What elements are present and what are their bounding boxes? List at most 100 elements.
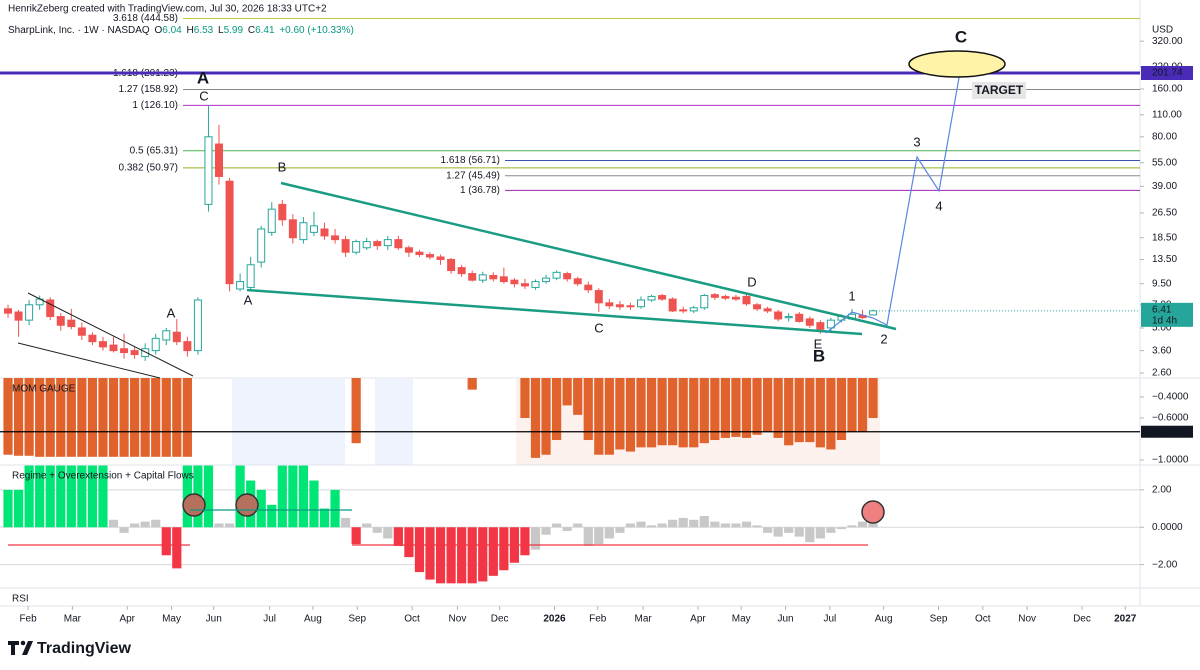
fib-label: 1 (36.78) bbox=[460, 185, 500, 196]
candle-body bbox=[721, 295, 730, 299]
histogram-bar bbox=[351, 527, 361, 545]
candle-body bbox=[531, 281, 540, 288]
histogram-bar bbox=[699, 378, 709, 444]
fib-label: 1.618 (56.71) bbox=[441, 155, 501, 166]
wave-projection bbox=[825, 71, 961, 334]
candle-body bbox=[215, 143, 224, 177]
candle-body bbox=[816, 322, 825, 330]
histogram-bar bbox=[668, 378, 678, 446]
candle-body bbox=[700, 295, 709, 309]
x-tick-label: 2027 bbox=[1114, 614, 1137, 625]
histogram-bar bbox=[499, 527, 509, 571]
histogram-bar bbox=[277, 465, 287, 528]
histogram-bar bbox=[826, 378, 836, 450]
candle-body bbox=[647, 295, 656, 301]
histogram-bar bbox=[710, 378, 720, 441]
marks-layer bbox=[3, 105, 878, 584]
histogram-bar bbox=[646, 378, 657, 448]
histogram-bar bbox=[731, 378, 741, 437]
candle-body bbox=[731, 296, 740, 300]
candle-body bbox=[341, 239, 350, 253]
candle-body bbox=[489, 275, 498, 280]
x-tick-label: Feb bbox=[589, 614, 607, 625]
histogram-bar bbox=[868, 378, 878, 418]
x-tick-label: Aug bbox=[304, 614, 322, 625]
histogram-bar bbox=[414, 527, 425, 573]
target-box bbox=[972, 82, 1026, 99]
histogram-bar bbox=[530, 527, 541, 550]
wave-label: 3 bbox=[913, 134, 920, 149]
candle-body bbox=[763, 308, 772, 312]
histogram-bar bbox=[172, 378, 182, 457]
candle-body bbox=[426, 254, 435, 258]
wave-label: E bbox=[814, 336, 823, 351]
ohlc-key: C bbox=[248, 25, 255, 36]
histogram-bar bbox=[24, 465, 34, 528]
histogram-bar bbox=[815, 527, 825, 539]
histogram-bar bbox=[467, 378, 477, 390]
candle-body bbox=[267, 208, 276, 233]
candle-body bbox=[331, 235, 340, 241]
x-tick-label: Sep bbox=[348, 614, 366, 625]
brand-logo bbox=[20, 640, 26, 646]
histogram-bar bbox=[56, 378, 66, 457]
y-tick-label: 160.00 bbox=[1152, 84, 1183, 95]
histogram-bar bbox=[562, 378, 572, 406]
histogram-bar bbox=[836, 378, 847, 441]
histogram-bar bbox=[203, 465, 214, 528]
histogram-bar bbox=[108, 378, 119, 457]
histogram-bar bbox=[615, 378, 625, 450]
candle-body bbox=[236, 281, 245, 290]
histogram-bar bbox=[805, 527, 815, 543]
histogram-bar bbox=[151, 519, 161, 528]
candle-body bbox=[288, 219, 297, 239]
histogram-bar bbox=[720, 378, 730, 438]
histogram-bar bbox=[847, 525, 857, 528]
y-tick-label: 13.50 bbox=[1152, 254, 1177, 265]
histogram-bar bbox=[45, 378, 55, 457]
histogram-bar bbox=[35, 378, 45, 457]
histogram-bar bbox=[467, 527, 477, 584]
histogram-bar bbox=[3, 378, 13, 455]
x-tick-label: May bbox=[732, 614, 751, 625]
candle-body bbox=[98, 341, 107, 348]
brand-logo bbox=[8, 641, 33, 655]
histogram-bar bbox=[45, 465, 55, 528]
histogram-bar bbox=[56, 465, 66, 528]
candle-body bbox=[56, 316, 65, 326]
histogram-bar bbox=[583, 527, 593, 546]
candle-body bbox=[742, 295, 751, 305]
candle-body bbox=[774, 311, 783, 320]
histogram-bar bbox=[689, 378, 699, 448]
histogram-bar bbox=[478, 527, 488, 582]
shade bbox=[375, 379, 413, 465]
histogram-bar bbox=[594, 527, 604, 545]
x-tick-label: Jun bbox=[206, 614, 222, 625]
histogram-bar bbox=[404, 527, 414, 558]
candle-body bbox=[204, 136, 213, 205]
last-price-tag bbox=[1141, 302, 1193, 327]
histogram-bar bbox=[520, 378, 530, 418]
wave-label: B bbox=[813, 346, 825, 365]
wave-label: 1 bbox=[848, 288, 855, 303]
histogram-bar bbox=[836, 527, 847, 530]
candle-body bbox=[805, 318, 814, 326]
trendline bbox=[17, 342, 161, 379]
histogram-bar bbox=[573, 523, 583, 528]
y-tick-label: 2.60 bbox=[1152, 368, 1172, 379]
histogram-bar bbox=[689, 519, 699, 528]
shade bbox=[232, 379, 345, 465]
x-tick-label: 2026 bbox=[543, 614, 566, 625]
candle-body bbox=[225, 180, 234, 285]
histogram-bar bbox=[773, 527, 783, 537]
fib-label: 3.618 (444.58) bbox=[113, 13, 178, 24]
ohlc-key: L bbox=[218, 25, 224, 36]
wave-label: A bbox=[167, 305, 176, 320]
signal-marker bbox=[182, 493, 206, 517]
candle-body bbox=[584, 284, 593, 291]
candle-body bbox=[162, 330, 171, 341]
price-tag-value: 201.74 bbox=[1152, 68, 1183, 79]
candle-body bbox=[636, 299, 645, 308]
histogram-bar bbox=[710, 521, 720, 528]
